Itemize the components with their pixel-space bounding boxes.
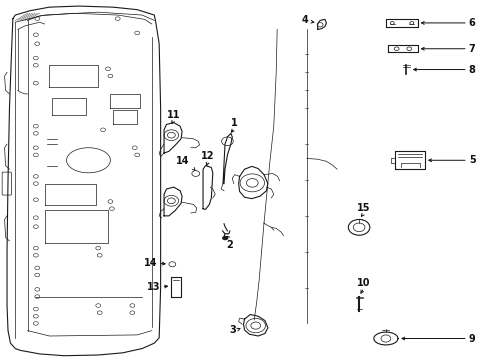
Text: 12: 12 <box>201 151 214 161</box>
Text: 9: 9 <box>468 333 474 343</box>
Text: 11: 11 <box>167 110 180 120</box>
Text: 10: 10 <box>357 278 370 288</box>
Text: 6: 6 <box>468 18 474 28</box>
Text: 14: 14 <box>176 156 189 166</box>
Text: 14: 14 <box>144 258 158 268</box>
Text: 4: 4 <box>302 15 308 26</box>
Text: 13: 13 <box>147 282 160 292</box>
Text: 7: 7 <box>468 44 474 54</box>
Circle shape <box>222 236 227 240</box>
Text: 15: 15 <box>357 203 370 213</box>
Text: 5: 5 <box>468 155 474 165</box>
Text: 2: 2 <box>226 240 233 250</box>
Text: 1: 1 <box>231 118 238 128</box>
Text: 3: 3 <box>228 325 235 335</box>
Text: 8: 8 <box>468 64 475 75</box>
